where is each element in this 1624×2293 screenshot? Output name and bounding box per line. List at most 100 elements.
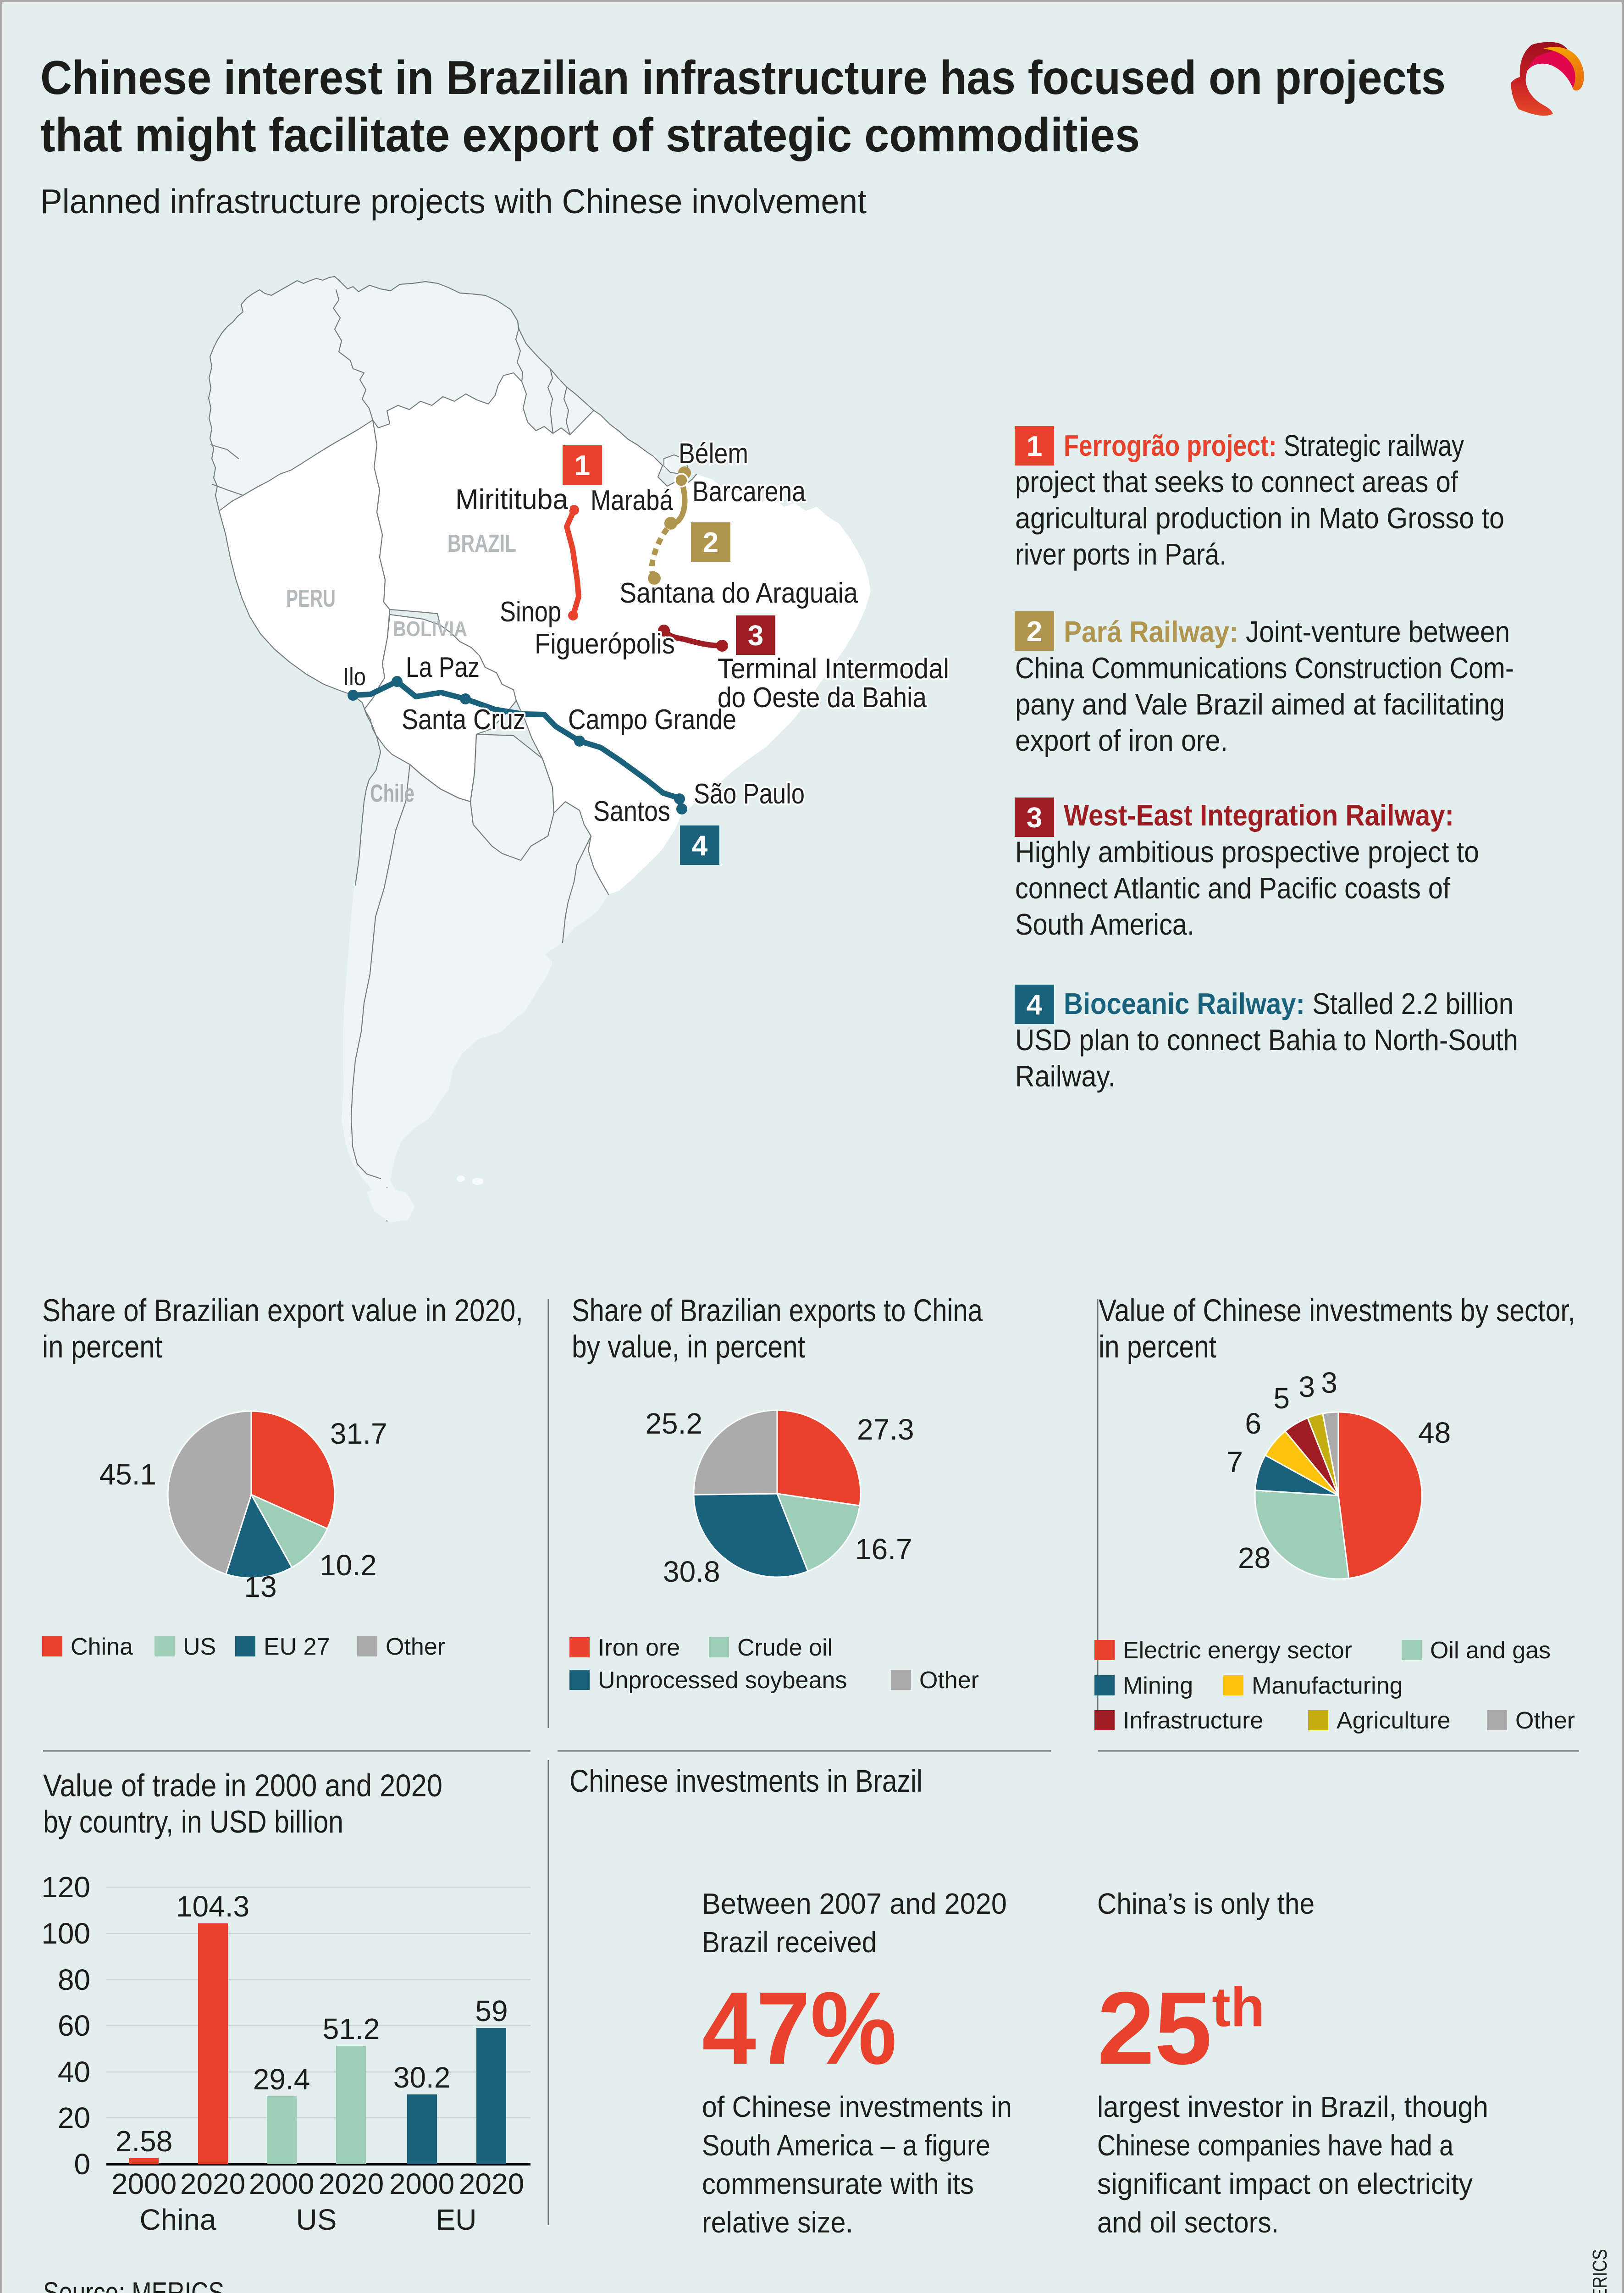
svg-text:2000: 2000 bbox=[111, 2167, 177, 2200]
svg-text:Barcarena: Barcarena bbox=[692, 476, 806, 508]
svg-text:2.58: 2.58 bbox=[116, 2125, 173, 2158]
svg-text:Ferrogrão project: Strategic r: Ferrogrão project: Strategic railway bbox=[1064, 429, 1464, 462]
svg-text:2: 2 bbox=[1027, 616, 1042, 648]
svg-text:China’s is only the: China’s is only the bbox=[1097, 1887, 1315, 1920]
svg-text:by value, in percent: by value, in percent bbox=[572, 1329, 805, 1364]
svg-text:31.7: 31.7 bbox=[330, 1417, 387, 1450]
svg-text:Chinese interest in Brazilian: Chinese interest in Brazilian infrastruc… bbox=[40, 51, 1446, 105]
svg-text:45.1: 45.1 bbox=[99, 1458, 156, 1491]
svg-text:Value of Chinese investments b: Value of Chinese investments by sector, bbox=[1099, 1293, 1575, 1328]
svg-text:2020: 2020 bbox=[459, 2167, 524, 2200]
svg-text:Figuerópolis: Figuerópolis bbox=[535, 628, 675, 660]
svg-text:27.3: 27.3 bbox=[857, 1413, 914, 1446]
svg-text:Campo Grande: Campo Grande bbox=[568, 704, 736, 736]
svg-text:in percent: in percent bbox=[42, 1329, 162, 1364]
svg-text:29.4: 29.4 bbox=[253, 2063, 310, 2096]
svg-text:of Chinese investments in: of Chinese investments in bbox=[702, 2090, 1012, 2123]
svg-text:104.3: 104.3 bbox=[176, 1890, 249, 1923]
svg-text:connect Atlantic and Pacific c: connect Atlantic and Pacific coasts of bbox=[1015, 871, 1451, 905]
svg-text:Oil and gas: Oil and gas bbox=[1430, 1637, 1551, 1664]
svg-text:5: 5 bbox=[1273, 1382, 1290, 1415]
svg-text:South America.: South America. bbox=[1015, 908, 1194, 941]
svg-text:4: 4 bbox=[692, 830, 708, 862]
svg-text:agricultural production in Mat: agricultural production in Mato Grosso t… bbox=[1015, 501, 1504, 535]
svg-text:BRAZIL: BRAZIL bbox=[447, 530, 516, 557]
svg-text:Planned infrastructure project: Planned infrastructure projects with Chi… bbox=[40, 182, 867, 221]
svg-text:Santana do Araguaia: Santana do Araguaia bbox=[619, 577, 858, 609]
svg-text:6: 6 bbox=[1245, 1407, 1261, 1440]
svg-text:28: 28 bbox=[1238, 1541, 1270, 1574]
svg-text:São Paulo: São Paulo bbox=[694, 778, 805, 810]
svg-text:Bioceanic Railway: Stalled 2.2: Bioceanic Railway: Stalled 2.2 billion bbox=[1064, 987, 1514, 1020]
svg-text:Electric energy sector: Electric energy sector bbox=[1123, 1637, 1352, 1664]
svg-text:Terminal Intermodal: Terminal Intermodal bbox=[718, 653, 949, 685]
svg-text:Santa Cruz: Santa Cruz bbox=[402, 704, 525, 736]
svg-text:EU: EU bbox=[436, 2203, 477, 2236]
svg-text:25.2: 25.2 bbox=[645, 1407, 702, 1440]
svg-text:© MERICS: © MERICS bbox=[1589, 2249, 1611, 2293]
svg-text:1: 1 bbox=[1027, 431, 1042, 462]
svg-text:2020: 2020 bbox=[319, 2167, 384, 2200]
svg-text:South America – a figure: South America – a figure bbox=[702, 2129, 990, 2162]
svg-text:2000: 2000 bbox=[389, 2167, 454, 2200]
svg-text:60: 60 bbox=[58, 2009, 90, 2042]
svg-text:Other: Other bbox=[1515, 1707, 1575, 1734]
svg-text:China Communications Construct: China Communications Construction Com- bbox=[1015, 651, 1514, 685]
svg-text:Highly ambitious prospective p: Highly ambitious prospective project to bbox=[1015, 835, 1479, 869]
svg-text:in percent: in percent bbox=[1099, 1329, 1216, 1364]
svg-text:Chinese investments in Brazil: Chinese investments in Brazil bbox=[569, 1763, 922, 1799]
svg-text:Iron ore: Iron ore bbox=[598, 1634, 680, 1661]
svg-text:China: China bbox=[139, 2203, 216, 2236]
svg-text:Chile: Chile bbox=[370, 780, 414, 807]
svg-text:4: 4 bbox=[1027, 989, 1043, 1021]
svg-text:BOLIVIA: BOLIVIA bbox=[393, 617, 467, 641]
svg-text:project that seeks to connect: project that seeks to connect areas of bbox=[1015, 465, 1458, 498]
svg-text:Share of Brazilian exports to: Share of Brazilian exports to China bbox=[572, 1293, 983, 1328]
svg-text:Infrastructure: Infrastructure bbox=[1123, 1707, 1263, 1734]
svg-text:pany and Vale Brazil aimed at: pany and Vale Brazil aimed at facilitati… bbox=[1015, 687, 1505, 721]
svg-text:3: 3 bbox=[1298, 1370, 1315, 1403]
svg-text:US: US bbox=[296, 2203, 337, 2236]
svg-text:Pará Railway: Joint-venture be: Pará Railway: Joint-venture between bbox=[1064, 615, 1510, 648]
svg-text:Crude oil: Crude oil bbox=[737, 1634, 833, 1661]
svg-text:Mining: Mining bbox=[1123, 1673, 1193, 1699]
svg-text:Value of trade in 2000 and 202: Value of trade in 2000 and 2020 bbox=[43, 1768, 442, 1803]
svg-text:Unprocessed soybeans: Unprocessed soybeans bbox=[598, 1667, 847, 1694]
svg-text:Miritituba: Miritituba bbox=[455, 484, 569, 515]
svg-text:Marabá: Marabá bbox=[591, 485, 673, 516]
svg-text:USD plan to connect Bahia to N: USD plan to connect Bahia to North-South bbox=[1015, 1023, 1518, 1057]
svg-text:commensurate with its: commensurate with its bbox=[702, 2167, 974, 2200]
svg-text:3: 3 bbox=[748, 620, 763, 652]
svg-text:10.2: 10.2 bbox=[320, 1549, 377, 1582]
svg-text:40: 40 bbox=[58, 2055, 90, 2088]
svg-text:that might facilitate export o: that might facilitate export of strategi… bbox=[40, 109, 1140, 162]
svg-text:1: 1 bbox=[574, 450, 590, 482]
svg-text:0: 0 bbox=[74, 2148, 90, 2181]
svg-text:Sinop: Sinop bbox=[500, 596, 561, 628]
svg-text:largest investor in Brazil, th: largest investor in Brazil, though bbox=[1097, 2090, 1488, 2123]
svg-text:by country, in USD billion: by country, in USD billion bbox=[43, 1804, 343, 1839]
svg-text:La Paz: La Paz bbox=[406, 652, 480, 683]
svg-text:Bélem: Bélem bbox=[679, 438, 748, 470]
svg-text:Other: Other bbox=[919, 1667, 979, 1694]
svg-text:2000: 2000 bbox=[249, 2167, 314, 2200]
svg-text:3: 3 bbox=[1321, 1366, 1337, 1399]
svg-text:US: US bbox=[183, 1634, 216, 1660]
svg-text:13: 13 bbox=[244, 1570, 276, 1603]
svg-text:PERU: PERU bbox=[286, 585, 336, 612]
svg-text:48: 48 bbox=[1418, 1416, 1451, 1449]
svg-text:120: 120 bbox=[41, 1871, 90, 1904]
svg-text:16.7: 16.7 bbox=[855, 1533, 912, 1566]
svg-text:Manufacturing: Manufacturing bbox=[1252, 1673, 1403, 1699]
svg-text:Chinese companies have had a: Chinese companies have had a bbox=[1097, 2129, 1453, 2162]
svg-text:West-East Integration Railway:: West-East Integration Railway: bbox=[1064, 798, 1454, 832]
svg-text:Share of Brazilian export valu: Share of Brazilian export value in 2020, bbox=[42, 1293, 523, 1328]
svg-text:30.8: 30.8 bbox=[663, 1555, 720, 1588]
svg-text:2020: 2020 bbox=[180, 2167, 245, 2200]
svg-text:do Oeste da Bahia: do Oeste da Bahia bbox=[718, 682, 927, 714]
svg-text:59: 59 bbox=[475, 1994, 508, 2027]
svg-text:Ilo: Ilo bbox=[343, 663, 366, 691]
svg-text:Agriculture: Agriculture bbox=[1337, 1707, 1451, 1734]
svg-text:30.2: 30.2 bbox=[393, 2061, 451, 2094]
svg-text:47%: 47% bbox=[702, 1970, 897, 2086]
